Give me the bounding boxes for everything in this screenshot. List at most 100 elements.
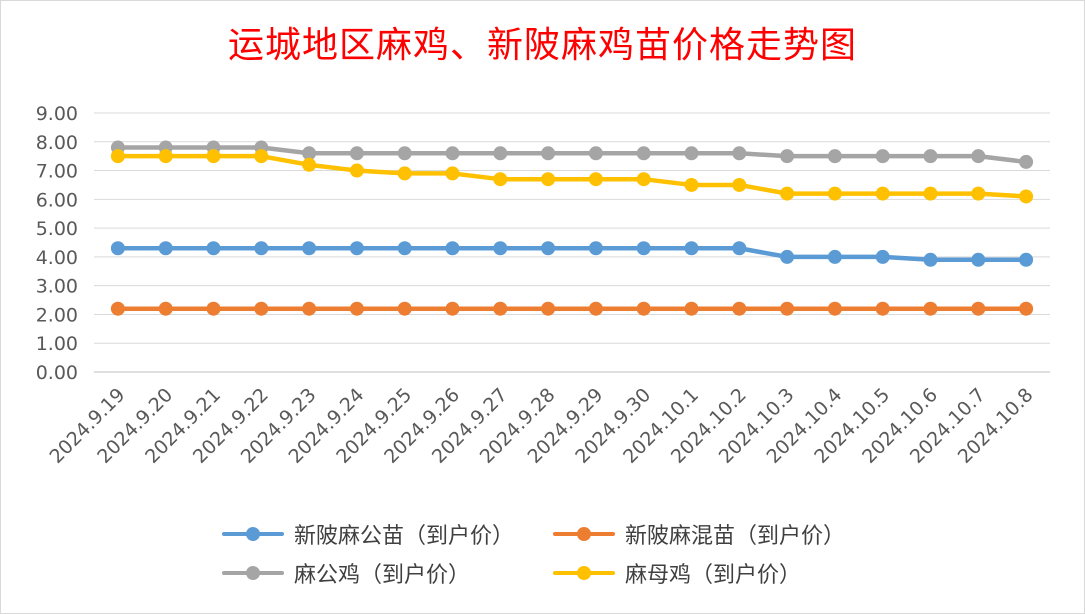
data-point-1-15 xyxy=(827,301,842,316)
data-point-1-12 xyxy=(684,301,699,316)
data-point-0-17 xyxy=(923,252,938,267)
data-point-0-9 xyxy=(541,241,556,256)
data-point-0-0 xyxy=(110,241,125,256)
y-tick-label: 6.00 xyxy=(36,189,78,211)
data-point-1-0 xyxy=(110,301,125,316)
data-point-3-1 xyxy=(158,149,173,164)
data-point-0-3 xyxy=(254,241,269,256)
y-tick-label: 4.00 xyxy=(36,247,78,269)
data-point-0-12 xyxy=(684,241,699,256)
data-point-0-6 xyxy=(397,241,412,256)
legend-swatch-0 xyxy=(222,524,284,544)
data-point-2-6 xyxy=(397,146,412,161)
data-point-1-2 xyxy=(206,301,221,316)
y-tick-label: 7.00 xyxy=(36,161,78,183)
data-point-3-0 xyxy=(110,149,125,164)
y-tick-label: 3.00 xyxy=(36,276,78,298)
data-point-1-9 xyxy=(541,301,556,316)
data-point-2-11 xyxy=(636,146,651,161)
data-point-1-14 xyxy=(780,301,795,316)
data-point-3-5 xyxy=(349,163,364,178)
data-point-1-6 xyxy=(397,301,412,316)
data-point-2-8 xyxy=(493,146,508,161)
data-point-1-1 xyxy=(158,301,173,316)
data-point-3-11 xyxy=(636,172,651,187)
data-point-1-11 xyxy=(636,301,651,316)
legend-swatch-2 xyxy=(222,563,284,583)
data-point-3-6 xyxy=(397,166,412,181)
series-line-2 xyxy=(115,145,1029,165)
data-point-1-17 xyxy=(923,301,938,316)
data-point-3-9 xyxy=(541,172,556,187)
y-tick-label: 1.00 xyxy=(36,333,78,355)
data-point-0-10 xyxy=(588,241,603,256)
data-point-0-15 xyxy=(827,249,842,264)
data-point-2-14 xyxy=(780,149,795,164)
legend-label-0: 新陂麻公苗（到户价） xyxy=(294,524,515,549)
legend-item-1: 新陂麻混苗（到户价） xyxy=(553,518,845,550)
legend-item-2: 麻公鸡（到户价） xyxy=(222,557,470,589)
legend-label-1: 新陂麻混苗（到户价） xyxy=(625,524,846,549)
data-point-2-16 xyxy=(875,149,890,164)
data-point-3-16 xyxy=(875,186,890,201)
data-point-1-10 xyxy=(588,301,603,316)
y-tick-label: 9.00 xyxy=(36,103,78,125)
legend-item-3: 麻母鸡（到户价） xyxy=(553,557,801,589)
data-point-1-18 xyxy=(971,301,986,316)
legend-label-2: 麻公鸡（到户价） xyxy=(294,563,471,588)
data-point-3-17 xyxy=(923,186,938,201)
data-point-3-10 xyxy=(588,172,603,187)
legend-label-3: 麻母鸡（到户价） xyxy=(625,563,802,588)
data-point-3-13 xyxy=(732,177,747,192)
data-point-2-17 xyxy=(923,149,938,164)
y-tick-label: 0.00 xyxy=(36,362,78,384)
data-point-2-12 xyxy=(684,146,699,161)
series-line-0 xyxy=(115,246,1029,263)
data-point-3-7 xyxy=(445,166,460,181)
data-point-0-18 xyxy=(971,252,986,267)
data-point-1-3 xyxy=(254,301,269,316)
data-point-2-19 xyxy=(1019,154,1034,169)
data-point-1-19 xyxy=(1019,301,1034,316)
data-point-2-10 xyxy=(588,146,603,161)
data-point-0-7 xyxy=(445,241,460,256)
data-point-0-2 xyxy=(206,241,221,256)
chart-title: 运城地区麻鸡、新陂麻鸡苗价格走势图 xyxy=(227,25,857,66)
data-point-3-12 xyxy=(684,177,699,192)
y-tick-label: 5.00 xyxy=(36,218,78,240)
data-point-3-15 xyxy=(827,186,842,201)
data-point-2-7 xyxy=(445,146,460,161)
data-point-1-5 xyxy=(349,301,364,316)
data-point-2-9 xyxy=(541,146,556,161)
data-point-0-8 xyxy=(493,241,508,256)
data-point-3-3 xyxy=(254,149,269,164)
y-tick-label: 2.00 xyxy=(36,304,78,326)
legend-swatch-1 xyxy=(553,524,615,544)
y-tick-label: 8.00 xyxy=(36,132,78,154)
data-point-1-16 xyxy=(875,301,890,316)
data-point-2-13 xyxy=(732,146,747,161)
data-point-0-11 xyxy=(636,241,651,256)
data-point-3-14 xyxy=(780,186,795,201)
legend-swatch-3 xyxy=(553,563,615,583)
data-point-1-13 xyxy=(732,301,747,316)
data-point-2-5 xyxy=(349,146,364,161)
data-point-3-4 xyxy=(302,157,317,172)
data-point-1-7 xyxy=(445,301,460,316)
data-point-2-18 xyxy=(971,149,986,164)
data-point-3-8 xyxy=(493,172,508,187)
data-point-0-14 xyxy=(780,249,795,264)
data-point-1-8 xyxy=(493,301,508,316)
data-point-2-15 xyxy=(827,149,842,164)
data-point-1-4 xyxy=(302,301,317,316)
data-point-0-13 xyxy=(732,241,747,256)
data-point-0-16 xyxy=(875,249,890,264)
data-point-0-5 xyxy=(349,241,364,256)
data-point-2-4 xyxy=(302,146,317,161)
series-line-3 xyxy=(115,153,1029,199)
legend-item-0: 新陂麻公苗（到户价） xyxy=(222,518,514,550)
data-point-3-2 xyxy=(206,149,221,164)
data-point-0-19 xyxy=(1019,252,1034,267)
data-point-0-1 xyxy=(158,241,173,256)
